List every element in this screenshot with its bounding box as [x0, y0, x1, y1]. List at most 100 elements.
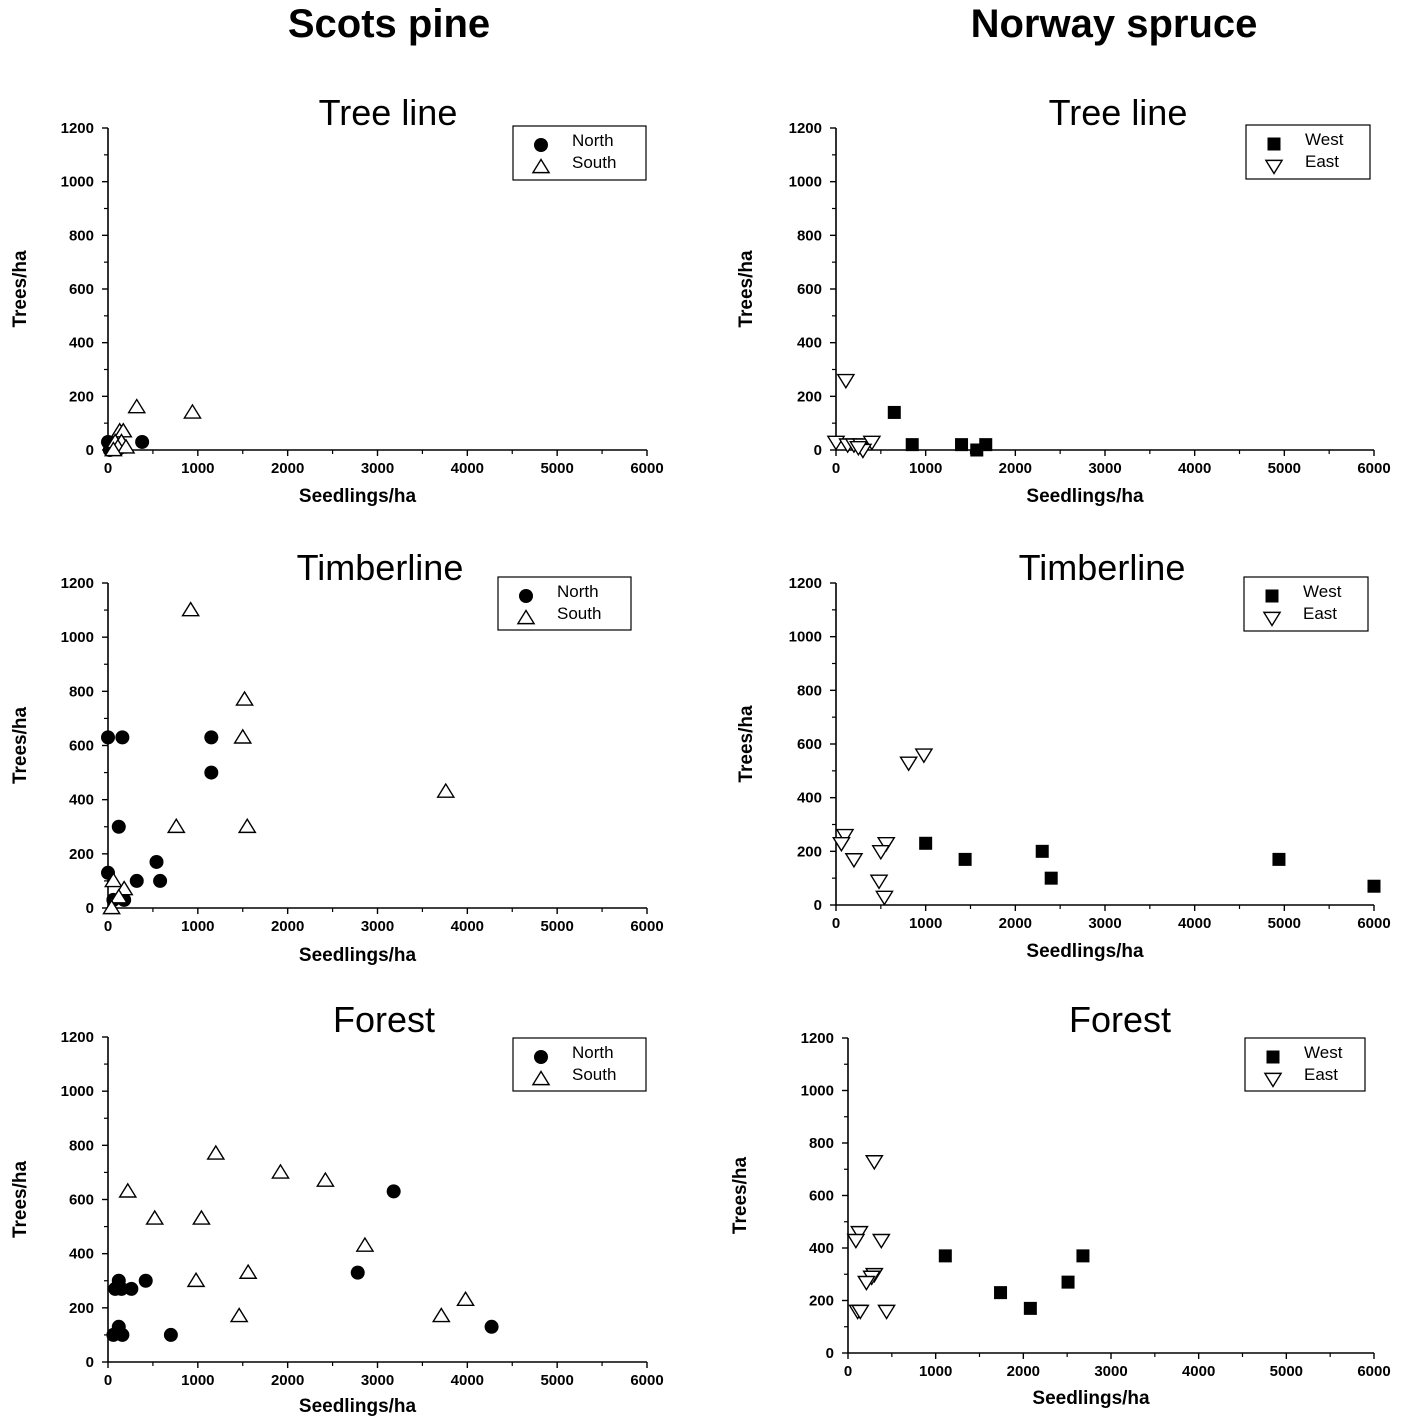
y-tick-label: 800: [797, 682, 822, 699]
x-tick-label: 5000: [540, 1372, 573, 1389]
data-point-north: [204, 765, 219, 780]
x-tick-label: 0: [104, 1372, 112, 1389]
data-point-south: [186, 1271, 206, 1288]
y-axis-label: Trees/ha: [730, 1157, 751, 1235]
legend-label-east: East: [1305, 152, 1339, 171]
data-point-south: [104, 872, 123, 888]
x-tick-label: 4000: [1182, 1363, 1215, 1380]
chart-panel-scots-pine-forest: Forest 0 1000 2000 3000 4000 5000 6000 0 200 400 60…: [10, 999, 664, 1417]
data-point-east: [835, 828, 855, 845]
data-point-east: [849, 440, 868, 457]
chart-panel-scots-pine-timberline: Timberline 0 1000 2000 3000 4000 5000 6000 0 200 4…: [10, 547, 664, 966]
y-axis-label: Trees/ha: [10, 1161, 31, 1239]
x-tick-label: 2000: [271, 1372, 304, 1389]
y-tick-label: 0: [826, 1345, 834, 1362]
x-tick-label: 4000: [1178, 460, 1211, 477]
y-tick-label: 600: [797, 736, 822, 753]
y-tick-label: 600: [69, 281, 94, 298]
data-point-north: [111, 819, 126, 834]
legend-marker-east: [1262, 611, 1282, 627]
x-tick-label: 3000: [361, 1372, 394, 1389]
x-tick-label: 1000: [909, 915, 942, 932]
legend-label-north: North: [572, 1043, 614, 1062]
y-tick-label: 400: [809, 1240, 834, 1257]
legend-box: [1243, 576, 1369, 632]
x-tick-label: 3000: [1094, 1363, 1127, 1380]
data-point-east: [846, 1233, 866, 1249]
y-tick-label: 400: [797, 335, 822, 352]
x-tick-label: 2000: [271, 918, 304, 935]
column-title-norway-spruce: Norway spruce: [970, 2, 1258, 46]
legend-label-west: West: [1303, 582, 1342, 601]
data-point-west: [1367, 879, 1381, 893]
x-tick-label: 1000: [919, 1363, 952, 1380]
data-point-north: [115, 1327, 130, 1342]
legend-label-south: South: [572, 1065, 616, 1084]
data-point-south: [355, 1236, 375, 1252]
x-tick-label: 6000: [630, 460, 663, 477]
data-point-west: [919, 836, 933, 850]
legend: West East: [1244, 1037, 1366, 1092]
x-tick-label: 0: [844, 1363, 852, 1380]
legend-marker-south: [531, 158, 551, 174]
x-tick-label: 1000: [181, 918, 214, 935]
data-point-east: [844, 853, 864, 869]
y-tick-label: 1200: [61, 575, 94, 592]
legend-label-south: South: [572, 153, 616, 172]
y-tick-label: 1000: [61, 174, 94, 191]
y-tick-label: 400: [69, 335, 94, 352]
data-point-south: [145, 1209, 165, 1225]
y-tick-label: 400: [69, 792, 94, 809]
y-axis-label: Trees/ha: [736, 705, 757, 783]
y-tick-label: 1200: [789, 575, 822, 592]
data-point-west: [979, 438, 993, 452]
legend-marker-east: [1264, 159, 1284, 175]
column-title-scots-pine: Scots pine: [287, 2, 491, 46]
data-point-south: [102, 899, 121, 915]
y-tick-label: 1200: [61, 1029, 94, 1046]
data-point-north: [114, 1281, 129, 1296]
legend-marker-west: [1266, 1050, 1280, 1064]
data-point-east: [914, 748, 934, 764]
data-point-west: [994, 1286, 1008, 1300]
y-tick-label: 0: [86, 1354, 94, 1371]
data-point-north: [138, 1273, 153, 1288]
x-tick-label: 6000: [1357, 915, 1390, 932]
legend-marker-north: [534, 138, 548, 152]
y-tick-label: 0: [814, 442, 822, 459]
x-tick-label: 0: [104, 918, 112, 935]
chart-panel-norway-spruce-forest: Forest 0 1000 2000 3000 4000 5000 6000 0 200 400 60…: [730, 999, 1391, 1409]
data-point-south: [229, 1307, 249, 1323]
data-point-west: [938, 1249, 952, 1263]
x-tick-label: 5000: [1270, 1363, 1303, 1380]
panel-title: Timberline: [1019, 547, 1186, 588]
legend-marker-east: [1263, 1072, 1283, 1088]
data-point-east: [876, 836, 896, 853]
x-tick-label: 2000: [1007, 1363, 1040, 1380]
data-point-east: [864, 1155, 884, 1171]
data-point-south: [127, 398, 147, 414]
x-axis-label: Seedlings/ha: [1026, 941, 1144, 962]
data-point-north: [149, 854, 164, 869]
y-tick-label: 600: [69, 1192, 94, 1209]
data-point-east: [836, 373, 856, 390]
legend-marker-north: [519, 589, 533, 603]
chart-panel-scots-pine-tree-line: Tree line 0 1000 2000 3000 4000 5000 6000 0 200 40…: [10, 92, 664, 507]
y-tick-label: 400: [797, 790, 822, 807]
x-tick-label: 6000: [630, 918, 663, 935]
data-point-west: [1023, 1301, 1037, 1315]
x-tick-label: 3000: [1088, 915, 1121, 932]
legend-label-east: East: [1303, 604, 1337, 623]
data-point-south: [181, 601, 201, 617]
data-point-east: [899, 756, 918, 772]
y-tick-label: 200: [69, 846, 94, 863]
data-point-south: [166, 817, 186, 834]
x-tick-label: 0: [832, 915, 840, 932]
legend-marker-north: [534, 1050, 548, 1064]
legend-marker-west: [1265, 589, 1279, 603]
legend-label-north: North: [572, 131, 614, 150]
data-point-south: [183, 403, 202, 419]
y-tick-label: 200: [797, 843, 822, 860]
data-point-east: [869, 874, 889, 890]
data-point-west: [958, 852, 972, 866]
